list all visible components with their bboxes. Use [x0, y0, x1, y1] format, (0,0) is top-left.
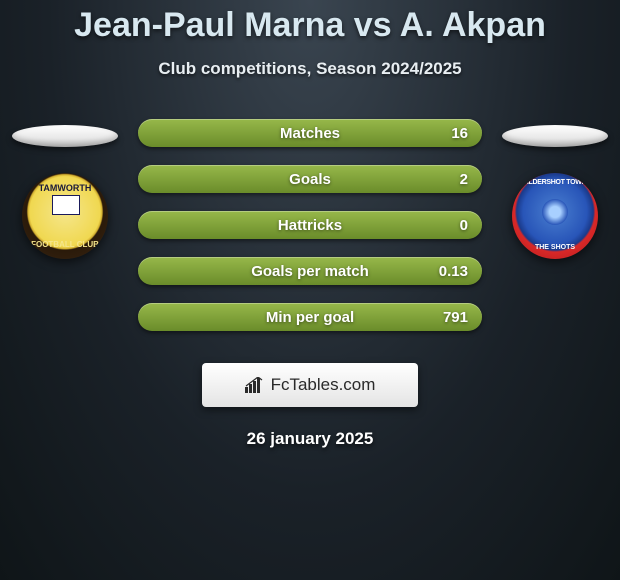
stat-value: 0.13 [439, 263, 468, 280]
crest-text: THE SHOTS [535, 244, 575, 251]
right-side: ALDERSHOT TOWN THE SHOTS [500, 119, 610, 259]
stat-bar-goals-per-match: Goals per match 0.13 [138, 257, 482, 285]
stat-label: Goals per match [251, 263, 369, 280]
stat-label: Hattricks [278, 217, 342, 234]
tamworth-crest-icon: TAMWORTH FOOTBALL CLUB [22, 173, 108, 259]
left-side: TAMWORTH FOOTBALL CLUB [10, 119, 120, 259]
stat-value: 791 [443, 309, 468, 326]
crest-text: ALDERSHOT TOWN [524, 179, 587, 186]
stat-bars: Matches 16 Goals 2 Hattricks 0 Goals per… [138, 119, 482, 331]
stat-value: 16 [451, 125, 468, 142]
brand-text: FcTables.com [271, 375, 376, 395]
crest-text: FOOTBALL CLUB [31, 240, 99, 249]
comparison-panel: TAMWORTH FOOTBALL CLUB Matches 16 Goals … [0, 119, 620, 331]
fctables-logo-icon [245, 377, 265, 393]
stat-value: 2 [460, 171, 468, 188]
crest-text: TAMWORTH [39, 183, 92, 193]
aldershot-crest-icon: ALDERSHOT TOWN THE SHOTS [512, 173, 598, 259]
stat-bar-matches: Matches 16 [138, 119, 482, 147]
stat-bar-goals: Goals 2 [138, 165, 482, 193]
stat-bar-hattricks: Hattricks 0 [138, 211, 482, 239]
stat-value: 0 [460, 217, 468, 234]
brand-box: FcTables.com [202, 363, 418, 407]
left-oval-decor [12, 125, 118, 147]
stat-label: Min per goal [266, 309, 354, 326]
subtitle: Club competitions, Season 2024/2025 [0, 59, 620, 79]
stat-label: Goals [289, 171, 331, 188]
stat-label: Matches [280, 125, 340, 142]
date-text: 26 january 2025 [0, 429, 620, 449]
page-title: Jean-Paul Marna vs A. Akpan [0, 0, 620, 45]
stat-bar-min-per-goal: Min per goal 791 [138, 303, 482, 331]
right-oval-decor [502, 125, 608, 147]
